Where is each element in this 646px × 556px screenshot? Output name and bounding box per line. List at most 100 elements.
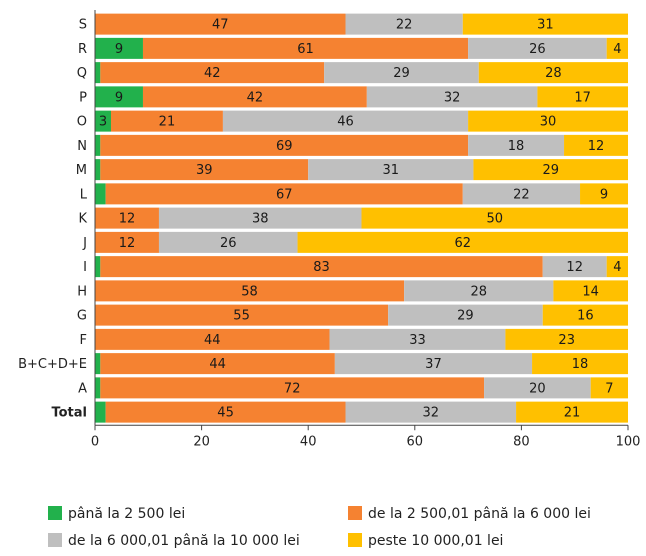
bar-segment-a-series-3	[484, 377, 591, 399]
data-label-k-series-2: 12	[119, 212, 136, 227]
data-label-m-series-4: 29	[542, 163, 559, 178]
data-label-f-series-2: 44	[204, 333, 221, 348]
category-label-f: F	[80, 333, 87, 348]
data-label-h-series-3: 28	[470, 284, 487, 299]
data-label-j-series-3: 26	[220, 236, 237, 251]
data-label-total-series-2: 45	[217, 406, 234, 421]
bar-segment-j-series-4	[297, 231, 628, 253]
x-tick-label-80: 80	[513, 434, 530, 449]
bar-segment-k-series-4	[361, 207, 628, 229]
bar-segment-total-series-1	[95, 401, 106, 423]
bar-segment-o-series-1	[95, 110, 111, 132]
bar-segment-a-series-4	[590, 377, 628, 399]
data-label-q-series-3: 29	[393, 66, 410, 81]
legend-label-series-1: până la 2 500 lei	[68, 506, 185, 522]
data-label-s-series-3: 22	[396, 18, 413, 33]
bar-segment-h-series-3	[404, 280, 554, 302]
x-tick-label-60: 60	[407, 434, 424, 449]
data-label-r-series-3: 26	[529, 42, 546, 57]
data-label-l-series-2: 67	[276, 187, 293, 202]
data-label-h-series-2: 58	[241, 284, 258, 299]
data-label-o-series-1: 3	[99, 115, 107, 130]
bar-segment-r-series-3	[468, 37, 607, 59]
legend-label-series-2: de la 2 500,01 până la 6 000 lei	[368, 506, 591, 522]
x-tick-label-40: 40	[300, 434, 317, 449]
bar-segment-f-series-4	[505, 328, 628, 350]
data-label-b-c-d-e-series-3: 37	[425, 357, 442, 372]
data-label-f-series-3: 33	[409, 333, 426, 348]
bar-segment-total-series-3	[345, 401, 517, 423]
data-label-j-series-4: 62	[454, 236, 471, 251]
category-label-l: L	[80, 187, 88, 202]
data-label-total-series-4: 21	[564, 406, 581, 421]
data-label-p-series-3: 32	[444, 90, 461, 105]
category-label-k: K	[78, 212, 87, 227]
bar-segment-g-series-3	[388, 304, 543, 326]
data-label-q-series-4: 28	[545, 66, 562, 81]
bar-segment-p-series-3	[366, 86, 538, 108]
data-label-o-series-2: 21	[159, 115, 176, 130]
category-label-o: O	[77, 115, 87, 130]
bar-segment-i-series-4	[606, 256, 628, 278]
data-label-total-series-3: 32	[423, 406, 440, 421]
bar-segment-b-c-d-e-series-1	[95, 353, 101, 375]
bar-segment-k-series-2	[95, 207, 159, 229]
data-label-a-series-4: 7	[605, 381, 613, 396]
bar-segment-h-series-2	[95, 280, 405, 302]
legend-swatch-series-3	[48, 533, 62, 547]
bar-segment-f-series-3	[329, 328, 506, 350]
data-label-l-series-4: 9	[600, 187, 608, 202]
bar-segment-r-series-2	[142, 37, 469, 59]
bar-segment-b-c-d-e-series-4	[532, 353, 628, 375]
bar-segment-i-series-3	[542, 256, 607, 278]
bar-segment-a-series-2	[100, 377, 485, 399]
bar-segment-p-series-4	[537, 86, 628, 108]
bar-segment-i-series-2	[100, 256, 543, 278]
data-label-m-series-3: 31	[383, 163, 400, 178]
category-label-p: P	[79, 90, 87, 105]
category-label-r: R	[78, 42, 87, 57]
bar-segment-l-series-4	[580, 183, 628, 205]
data-label-m-series-2: 39	[196, 163, 213, 178]
data-label-n-series-2: 69	[276, 139, 293, 154]
data-label-i-series-3: 12	[566, 260, 583, 275]
legend: până la 2 500 lei de la 2 500,01 până la …	[48, 506, 591, 549]
bar-segment-o-series-3	[222, 110, 469, 132]
legend-label-series-4: peste 10 000,01 lei	[368, 533, 503, 549]
bar-segment-total-series-4	[516, 401, 628, 423]
bar-segment-f-series-2	[95, 328, 330, 350]
data-label-r-series-4: 4	[613, 42, 621, 57]
bar-segment-i-series-1	[95, 256, 101, 278]
x-tick-label-20: 20	[193, 434, 210, 449]
data-label-b-c-d-e-series-4: 18	[572, 357, 589, 372]
legend-swatch-series-4	[348, 533, 362, 547]
bar-segment-n-series-2	[100, 134, 469, 156]
bar-segment-b-c-d-e-series-3	[334, 353, 533, 375]
bar-segment-m-series-4	[473, 159, 628, 181]
bar-segment-r-series-4	[606, 37, 628, 59]
bar-segment-s-series-3	[345, 13, 463, 35]
bar-segment-total-series-2	[105, 401, 346, 423]
bar-segment-h-series-4	[553, 280, 628, 302]
bar-segment-m-series-3	[308, 159, 474, 181]
bar-segment-q-series-3	[324, 62, 479, 84]
bar-segment-l-series-1	[95, 183, 106, 205]
data-label-f-series-4: 23	[558, 333, 575, 348]
category-label-a: A	[78, 381, 87, 396]
category-label-i: I	[83, 260, 87, 275]
data-label-g-series-3: 29	[457, 309, 474, 324]
bar-segment-n-series-1	[95, 134, 101, 156]
bar-segment-q-series-1	[95, 62, 101, 84]
bar-segment-n-series-3	[468, 134, 565, 156]
data-label-k-series-3: 38	[252, 212, 269, 227]
x-tick-label-0: 0	[91, 434, 99, 449]
category-label-n: N	[77, 139, 87, 154]
data-label-i-series-2: 83	[313, 260, 330, 275]
bar-segment-p-series-1	[95, 86, 143, 108]
bar-segment-j-series-3	[158, 231, 298, 253]
bar-segment-q-series-2	[100, 62, 325, 84]
data-label-k-series-4: 50	[486, 212, 503, 227]
